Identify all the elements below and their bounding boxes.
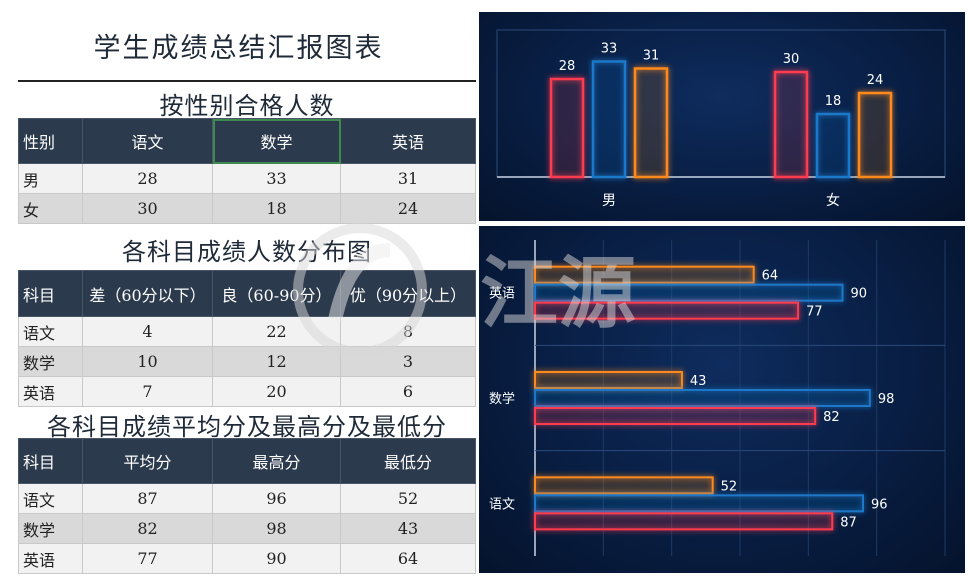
table-cell[interactable]: 数学 [18, 513, 83, 544]
bar [534, 476, 714, 495]
table-cell[interactable]: 语文 [18, 483, 83, 514]
data-label: 30 [783, 52, 800, 67]
table-cell[interactable]: 20 [212, 376, 341, 407]
bar [534, 283, 844, 302]
table2-title: 各科目成绩人数分布图 [122, 238, 372, 266]
table-cell[interactable]: 22 [212, 316, 341, 347]
table-gender-pass: 性别 语文 数学 英语 男 28 33 31 女 30 18 24 [18, 118, 476, 224]
table3-header-max[interactable]: 最高分 [212, 438, 341, 484]
table3-header-min[interactable]: 最低分 [340, 438, 476, 484]
table-cell[interactable]: 4 [82, 316, 213, 347]
table2-header-subject[interactable]: 科目 [18, 270, 83, 317]
table-cell[interactable]: 语文 [18, 316, 83, 347]
table-cell[interactable]: 6 [340, 376, 476, 407]
data-label: 18 [825, 94, 842, 109]
score-stats-chart: 64 90 77 英语 43 98 82 数学 52 96 87 语文 [489, 240, 946, 556]
bar [815, 112, 851, 179]
table-cell[interactable]: 43 [340, 513, 476, 544]
table3-header-average[interactable]: 平均分 [82, 438, 213, 484]
table-cell[interactable]: 英语 [18, 543, 83, 574]
data-label: 33 [601, 42, 618, 57]
bar [534, 389, 871, 407]
data-label: 64 [762, 269, 779, 284]
bar [534, 301, 800, 320]
table-cell[interactable]: 8 [340, 316, 476, 347]
table2-header-good[interactable]: 良（60-90分） [212, 270, 341, 317]
table-cell[interactable]: 女 [18, 193, 83, 224]
table3-header-subject[interactable]: 科目 [18, 438, 83, 484]
data-label: 77 [806, 305, 823, 320]
bar [773, 70, 809, 179]
bar [633, 67, 669, 179]
data-label: 90 [851, 287, 868, 302]
data-label: 82 [823, 410, 840, 425]
table-cell[interactable]: 24 [340, 193, 476, 224]
left-panel: 学生成绩总结汇报图表 按性别合格人数 性别 语文 数学 英语 男 28 33 3… [0, 0, 477, 578]
bar [534, 265, 755, 284]
title-rule [18, 80, 476, 82]
data-label: 31 [643, 49, 660, 64]
table-cell[interactable]: 28 [82, 163, 213, 194]
bar [534, 494, 864, 513]
data-label: 43 [690, 374, 707, 389]
gender-pass-chart: 28 33 31 男 30 18 24 女 [496, 29, 946, 209]
data-label: 52 [721, 479, 738, 494]
table-cell[interactable]: 3 [340, 346, 476, 377]
y-tick-label: 语文 [489, 497, 515, 512]
table-cell[interactable]: 82 [82, 513, 213, 544]
x-tick-label: 男 [602, 193, 616, 209]
y-tick-label: 英语 [489, 287, 515, 302]
table2-header-poor[interactable]: 差（60分以下） [82, 270, 213, 317]
bar [591, 60, 627, 179]
table-cell[interactable]: 98 [212, 513, 341, 544]
data-label: 24 [867, 73, 884, 88]
table-score-distribution: 科目 差（60分以下） 良（60-90分） 优（90分以上） 语文 4 22 8… [18, 270, 476, 407]
table-cell[interactable]: 男 [18, 163, 83, 194]
bar [549, 77, 585, 179]
table-cell[interactable]: 52 [340, 483, 476, 514]
data-label: 98 [878, 392, 895, 407]
table1-header-chinese[interactable]: 语文 [82, 118, 213, 164]
data-label: 96 [871, 497, 888, 512]
table-cell[interactable]: 10 [82, 346, 213, 377]
table-cell[interactable]: 30 [82, 193, 213, 224]
table-cell[interactable]: 数学 [18, 346, 83, 377]
table-cell[interactable]: 英语 [18, 376, 83, 407]
table-cell[interactable]: 77 [82, 543, 213, 574]
y-tick-label: 数学 [489, 391, 515, 407]
table1-header-math[interactable]: 数学 [212, 118, 341, 164]
table-score-stats: 科目 平均分 最高分 最低分 语文 87 96 52 数学 82 98 43 英… [18, 438, 476, 574]
table3-title: 各科目成绩平均分及最高分及最低分 [47, 413, 447, 441]
bar [534, 512, 834, 531]
bar [534, 407, 817, 425]
table-cell[interactable]: 18 [212, 193, 341, 224]
data-label: 87 [840, 515, 857, 530]
data-label: 28 [559, 59, 576, 74]
table-cell[interactable]: 12 [212, 346, 341, 377]
table1-header-english[interactable]: 英语 [340, 118, 476, 164]
table-cell[interactable]: 64 [340, 543, 476, 574]
table-cell[interactable]: 7 [82, 376, 213, 407]
table-cell[interactable]: 96 [212, 483, 341, 514]
table-cell[interactable]: 31 [340, 163, 476, 194]
table-cell[interactable]: 33 [212, 163, 341, 194]
table-cell[interactable]: 87 [82, 483, 213, 514]
table1-title: 按性别合格人数 [159, 92, 335, 120]
bar [857, 91, 893, 179]
gender-chart-panel: 28 33 31 男 30 18 24 女 [479, 12, 965, 221]
table1-header-gender[interactable]: 性别 [18, 118, 83, 164]
x-tick-label: 女 [826, 192, 840, 209]
bar [534, 371, 683, 389]
main-title: 学生成绩总结汇报图表 [93, 33, 384, 64]
score-chart-panel: 64 90 77 英语 43 98 82 数学 52 96 87 语文 [479, 226, 965, 573]
table2-header-excellent[interactable]: 优（90分以上） [340, 270, 476, 317]
table-cell[interactable]: 90 [212, 543, 341, 574]
